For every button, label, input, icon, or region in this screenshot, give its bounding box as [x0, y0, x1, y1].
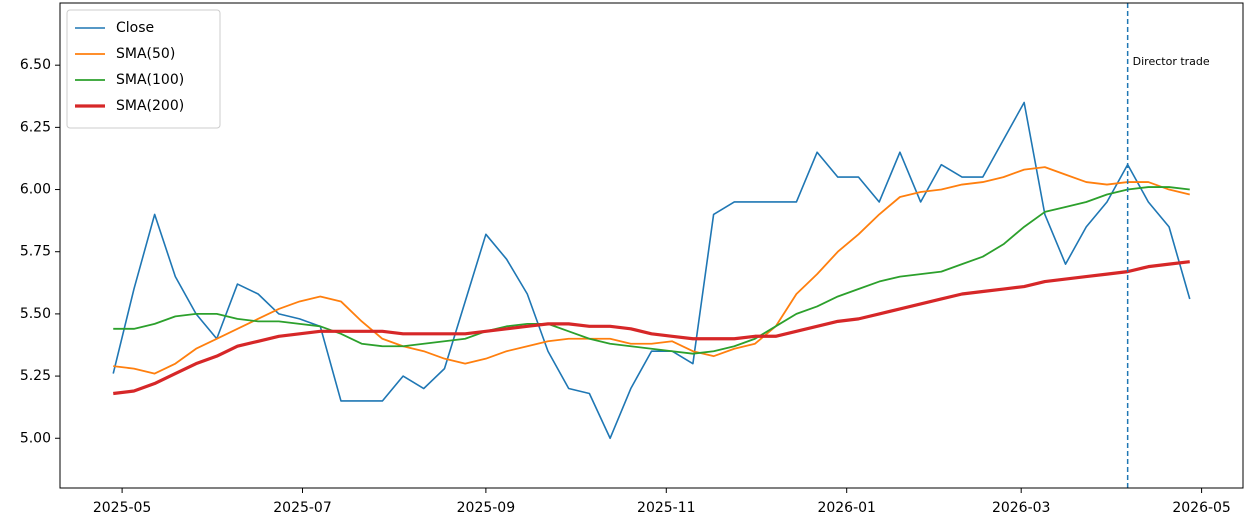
x-tick-label: 2026-03 [992, 500, 1051, 516]
legend-label: SMA(50) [116, 46, 175, 62]
x-tick-label: 2026-05 [1172, 500, 1231, 516]
legend-label: Close [116, 20, 154, 36]
legend-box [66, 9, 221, 129]
series-line [113, 186, 1190, 355]
y-tick-label: 5.50 [20, 306, 51, 322]
plot-frame [59, 2, 1244, 489]
legend-label: SMA(200) [116, 98, 184, 114]
x-tick-label: 2025-05 [93, 500, 152, 516]
y-tick-label: 5.00 [20, 430, 51, 446]
series-line [113, 260, 1190, 396]
x-tick-label: 2025-11 [637, 500, 696, 516]
series-line [113, 166, 1190, 375]
series-line [112, 101, 1191, 440]
x-tick-label: 2025-09 [457, 500, 516, 516]
y-tick-label: 6.50 [20, 57, 51, 73]
annotation-text: Director trade [1133, 55, 1210, 68]
x-tick-label: 2026-01 [817, 500, 876, 516]
x-tick-label: 2025-07 [273, 500, 332, 516]
y-tick-label: 5.75 [20, 244, 51, 260]
y-tick-label: 6.25 [20, 119, 51, 135]
legend-label: SMA(100) [116, 72, 184, 88]
y-tick-label: 6.00 [20, 182, 51, 198]
y-tick-label: 5.25 [20, 368, 51, 384]
legend: Close SMA(50) SMA(100) SMA(200) [66, 9, 221, 129]
